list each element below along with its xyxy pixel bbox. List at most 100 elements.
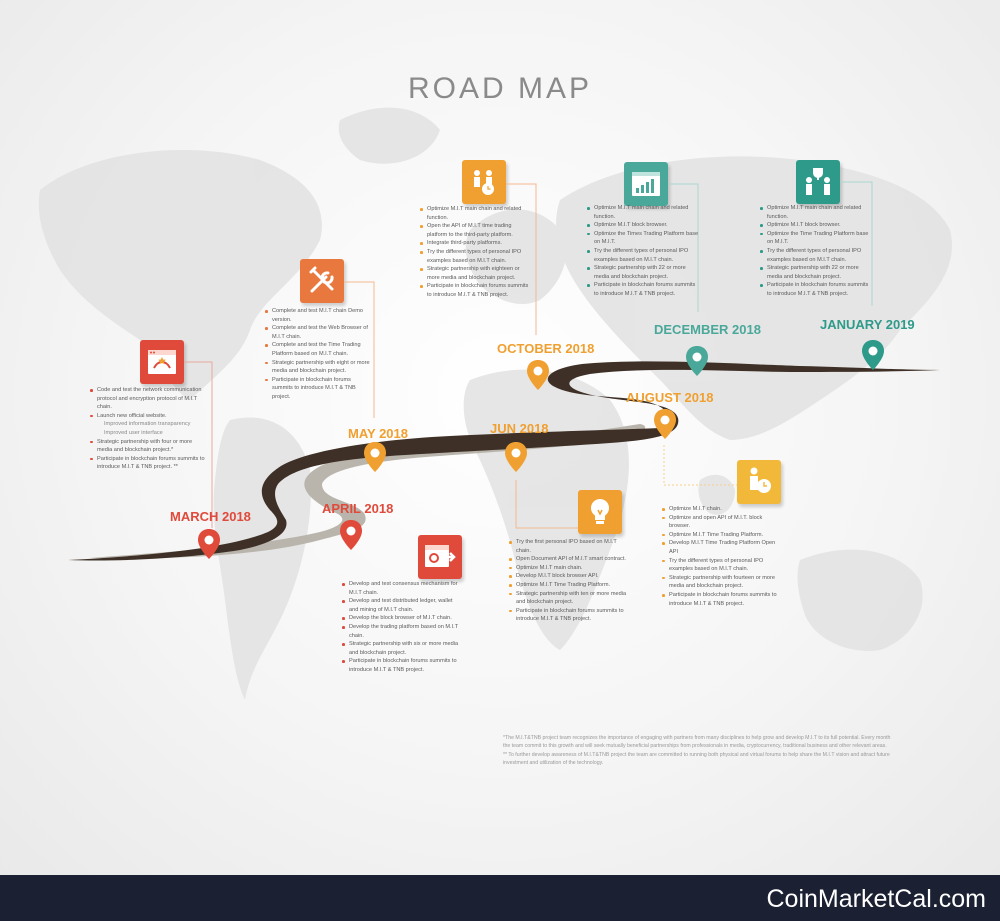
august-2018-connector bbox=[663, 445, 738, 486]
jun-2018-label: JUN 2018 bbox=[490, 421, 549, 436]
list-item: Participate in blockchain forums summits… bbox=[342, 657, 462, 674]
footnote: ** To further develop awareness of M.I.T… bbox=[503, 751, 890, 767]
map-pin-icon bbox=[505, 442, 527, 472]
list-item: Participate in blockchain forums summits… bbox=[587, 281, 699, 298]
january-2019-list: Optimize M.I.T main chain and related fu… bbox=[760, 204, 872, 299]
list-item: Strategic partnership with eight or more… bbox=[265, 359, 373, 376]
roadmap-canvas: ROAD MAP Code and test the network commu… bbox=[0, 0, 1000, 875]
list-item: Try the different types of personal IPO … bbox=[760, 247, 872, 264]
footnote: *The M.I.T&TNB project team recognizes t… bbox=[503, 735, 891, 750]
map-pin-icon bbox=[198, 529, 220, 559]
list-item: Develop the trading platform based on M.… bbox=[342, 623, 462, 640]
footnotes: *The M.I.T&TNB project team recognizes t… bbox=[503, 734, 899, 768]
december-2018-label: DECEMBER 2018 bbox=[654, 322, 761, 337]
april-2018-label: APRIL 2018 bbox=[322, 501, 394, 516]
list-item: Strategic partnership with 22 or more me… bbox=[587, 264, 699, 281]
lightbulb-icon bbox=[590, 498, 610, 524]
list-item: Improved information transparency bbox=[104, 421, 191, 428]
list-item: Optimize M.I.T main chain and related fu… bbox=[760, 204, 872, 221]
team-clock-icon bbox=[474, 170, 494, 195]
map-pin-icon bbox=[654, 409, 676, 439]
list-item: Optimize M.I.T main chain and related fu… bbox=[587, 204, 699, 221]
december-2018-tile bbox=[624, 162, 668, 206]
list-item: Optimize M.I.T block browser. bbox=[760, 221, 872, 230]
list-item: Try the different types of personal IPO … bbox=[662, 557, 784, 574]
list-item: Develop M.I.T block browser API. bbox=[509, 572, 629, 581]
list-item: Try the first personal IPO based on M.I.… bbox=[509, 538, 629, 555]
list-item: Optimize M.I.T main chain and related fu… bbox=[420, 205, 532, 222]
list-item: Develop the block browser of M.I.T chain… bbox=[342, 614, 462, 623]
jun-2018-connector bbox=[515, 480, 580, 529]
january-2019-label: JANUARY 2019 bbox=[820, 317, 915, 332]
map-pin-icon bbox=[862, 340, 884, 370]
list-item: Complete and test the Web Browser of M.I… bbox=[265, 324, 373, 341]
list-item: Optimize and open API of M.I.T. block br… bbox=[662, 514, 784, 531]
trophy-team-icon bbox=[806, 168, 830, 195]
list-item: Strategic partnership with four or more … bbox=[90, 438, 205, 455]
list-item: Participate in blockchain forums summits… bbox=[509, 607, 629, 624]
list-item: Participate in blockchain forums summits… bbox=[420, 282, 532, 299]
brand-link[interactable]: CoinMarketCal.com bbox=[766, 885, 986, 913]
list-item: Strategic partnership with fourteen or m… bbox=[662, 574, 784, 591]
august-2018-tile bbox=[737, 460, 781, 504]
april-2018-tile bbox=[418, 535, 462, 579]
list-item: Improved user interface bbox=[104, 429, 163, 436]
december-2018-connector bbox=[668, 183, 699, 312]
list-item: Strategic partnership with 22 or more me… bbox=[760, 264, 872, 281]
growth-chart-icon bbox=[632, 172, 660, 196]
list-item: Participate in blockchain forums summits… bbox=[90, 455, 205, 472]
december-2018-list: Optimize M.I.T main chain and related fu… bbox=[587, 204, 699, 299]
list-item: Participate in blockchain forums summits… bbox=[662, 591, 784, 608]
march-2018-label: MARCH 2018 bbox=[170, 509, 251, 524]
list-item: Optimize M.I.T Time Trading Platform. bbox=[509, 581, 629, 590]
jun-2018-tile bbox=[578, 490, 622, 534]
list-item: Optimize the Time Trading Platform base … bbox=[760, 230, 872, 247]
april-2018-list: Develop and test consensus mechanism for… bbox=[342, 580, 462, 675]
page-title: ROAD MAP bbox=[407, 72, 593, 106]
may-2018-connector bbox=[344, 281, 375, 418]
list-item: Try the different types of personal IPO … bbox=[420, 248, 532, 265]
january-2019-tile bbox=[796, 160, 840, 204]
october-2018-tile bbox=[462, 160, 506, 204]
tools-icon bbox=[309, 266, 334, 293]
list-item: Develop and test consensus mechanism for… bbox=[342, 580, 462, 597]
businessman-clock-icon bbox=[750, 467, 771, 493]
list-item: Launch new official website. bbox=[90, 412, 205, 421]
list-item: Complete and test the Time Trading Platf… bbox=[265, 341, 373, 358]
list-item: Participate in blockchain forums summits… bbox=[265, 376, 373, 402]
list-item: Optimize M.I.T block browser. bbox=[587, 221, 699, 230]
web-browser-icon bbox=[148, 350, 176, 374]
map-pin-icon bbox=[527, 360, 549, 390]
window-arrow-icon bbox=[425, 545, 456, 567]
list-item: Optimize M.I.T main chain. bbox=[509, 564, 629, 573]
list-item: Develop M.I.T Time Trading Platform Open… bbox=[662, 539, 784, 556]
list-item: Complete and test M.I.T chain Demo versi… bbox=[265, 307, 373, 324]
list-item: Optimize M.I.T chain. bbox=[662, 505, 784, 514]
august-2018-list: Optimize M.I.T chain. Optimize and open … bbox=[662, 505, 784, 608]
list-item: Strategic partnership with ten or more m… bbox=[509, 590, 629, 607]
may-2018-list: Complete and test M.I.T chain Demo versi… bbox=[265, 307, 373, 402]
january-2019-connector bbox=[840, 181, 873, 306]
list-item: Integrate third-party platforms. bbox=[420, 239, 532, 248]
list-item: Open Document API of M.I.T smart contrac… bbox=[509, 555, 629, 564]
october-2018-connector bbox=[506, 183, 537, 335]
roadmap-road bbox=[68, 361, 940, 561]
list-item: Open the API of M.I.T time trading platf… bbox=[420, 222, 532, 239]
list-item: Strategic partnership with six or more m… bbox=[342, 640, 462, 657]
map-pin-icon bbox=[364, 442, 386, 472]
list-item: Strategic partnership with eighteen or m… bbox=[420, 265, 532, 282]
list-item: Develop and test distributed ledger, wal… bbox=[342, 597, 462, 614]
march-2018-connector bbox=[184, 361, 213, 528]
list-item: Try the different types of personal IPO … bbox=[587, 247, 699, 264]
october-2018-list: Optimize M.I.T main chain and related fu… bbox=[420, 205, 532, 300]
list-item: Optimize the Times Trading Platform base… bbox=[587, 230, 699, 247]
march-2018-tile bbox=[140, 340, 184, 384]
list-item: Optimize M.I.T Time Trading Platform. bbox=[662, 531, 784, 540]
march-2018-list: Code and test the network communication … bbox=[90, 386, 205, 472]
map-pin-icon bbox=[686, 346, 708, 376]
list-item: Participate in blockchain forums summits… bbox=[760, 281, 872, 298]
august-2018-label: AUGUST 2018 bbox=[626, 390, 714, 405]
list-item: Code and test the network communication … bbox=[90, 386, 205, 412]
footer-bar: CoinMarketCal.com bbox=[0, 875, 1000, 921]
may-2018-label: MAY 2018 bbox=[348, 426, 408, 441]
